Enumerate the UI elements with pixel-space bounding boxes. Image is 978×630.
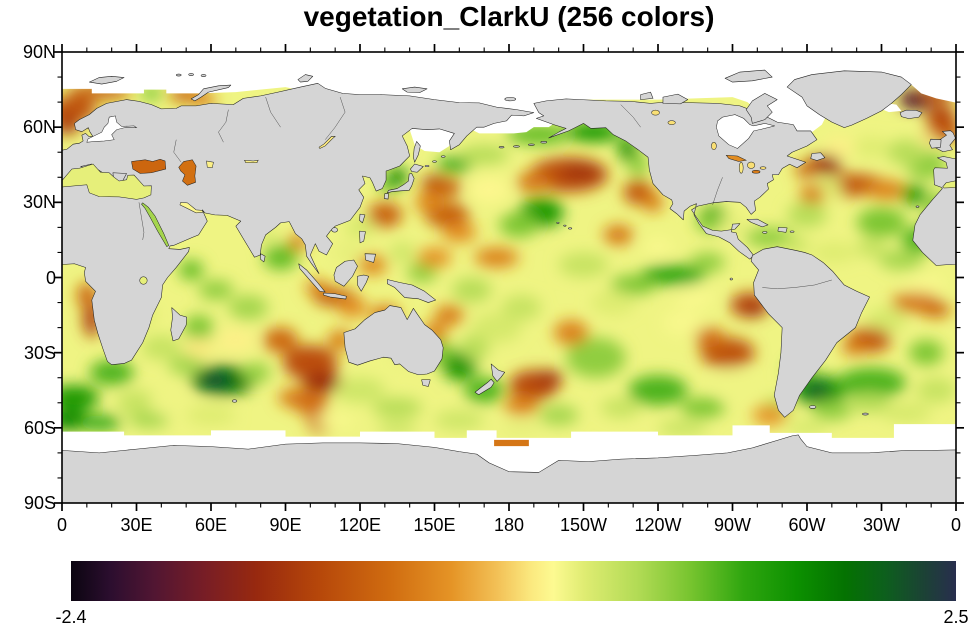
ross-sea-anomaly-cell bbox=[494, 439, 529, 447]
map-svg bbox=[62, 52, 956, 503]
x-axis-label-150E-5: 150E bbox=[413, 515, 456, 535]
land-ireland bbox=[929, 138, 942, 149]
lake-victoria bbox=[139, 276, 148, 285]
x-axis-label-90E-3: 90E bbox=[269, 515, 302, 535]
great-slave-lake bbox=[667, 120, 676, 125]
x-axis-label-0-12: 0 bbox=[950, 515, 961, 535]
aral-sea bbox=[206, 160, 214, 169]
land-kyushu bbox=[384, 193, 389, 200]
world-map-plot bbox=[62, 52, 956, 503]
x-axis-label-60W-10: 60W bbox=[788, 515, 826, 535]
x-axis-label-120W-8: 120W bbox=[634, 515, 682, 535]
land-iceland bbox=[899, 109, 923, 119]
lake-michigan bbox=[738, 161, 744, 174]
lake-huron bbox=[747, 161, 756, 169]
x-axis-label-180-6: 180 bbox=[493, 515, 525, 535]
x-axis-label-90W-9: 90W bbox=[713, 515, 751, 535]
y-axis-label-60S: 60S bbox=[23, 417, 56, 438]
x-axis-label-30E-1: 30E bbox=[120, 515, 153, 535]
lake-erie bbox=[751, 170, 761, 174]
colorbar bbox=[71, 561, 956, 601]
y-axis-label-0: 0 bbox=[45, 267, 56, 288]
x-axis-label-30W-11: 30W bbox=[862, 515, 900, 535]
colorbar-max-label: 2.5 bbox=[943, 607, 969, 627]
y-axis-label-60N: 60N bbox=[22, 117, 56, 138]
colorbar-min-label: -2.4 bbox=[55, 607, 87, 627]
plot-title: vegetation_ClarkU (256 colors) bbox=[303, 1, 715, 32]
y-axis-label-30S: 30S bbox=[23, 342, 56, 363]
lake-ontario bbox=[759, 166, 767, 170]
y-axis-label-90N: 90N bbox=[22, 42, 56, 62]
x-axis-label-150W-7: 150W bbox=[559, 515, 608, 535]
lake-balkhash bbox=[244, 159, 259, 163]
x-axis-label-0-0: 0 bbox=[56, 515, 67, 535]
x-axis-label-60E-2: 60E bbox=[194, 515, 228, 535]
y-axis-label-30N: 30N bbox=[22, 192, 56, 213]
x-axis-label-120E-4: 120E bbox=[338, 515, 382, 535]
lake-winnipeg bbox=[711, 141, 717, 150]
great-bear-lake bbox=[651, 109, 660, 116]
y-axis-label-90S: 90S bbox=[23, 493, 56, 513]
